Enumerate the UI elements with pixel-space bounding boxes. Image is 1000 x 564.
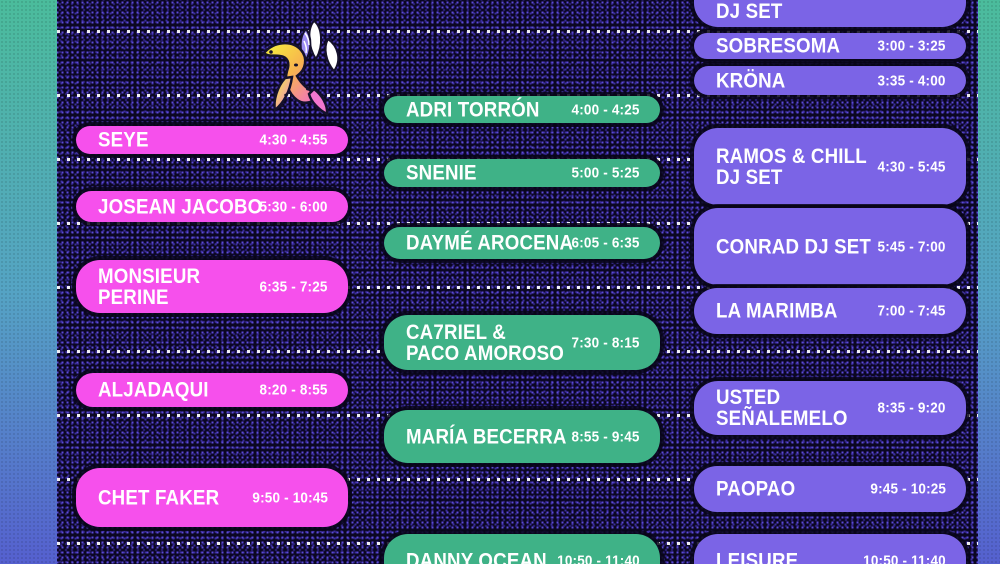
schedule-block[interactable]: LEISURE 10:50 - 11:40 [694,534,966,564]
set-time: 5:00 - 5:25 [571,164,640,182]
festival-bird-logo [257,19,340,116]
artist-name: PAOPAO [716,476,796,501]
artist-name: CONRAD DJ SET [716,234,872,258]
artist-name: MARÍA BECERRA [406,424,567,448]
artist-name: RAMOS & CHILL DJ SET [716,143,867,189]
artist-name: SNENIE [406,160,477,185]
set-time: 3:35 - 4:00 [877,72,946,89]
set-time: 4:00 - 4:25 [571,101,640,118]
set-time: 10:50 - 11:40 [557,552,640,564]
schedule-block[interactable]: DANNY OCEAN 10:50 - 11:40 [384,534,660,564]
schedule-block[interactable]: MARÍA BECERRA 8:55 - 9:45 [384,410,660,463]
schedule-block[interactable]: CHET FAKER 9:50 - 10:45 [76,468,348,527]
set-time: 4:30 - 5:45 [877,158,946,175]
artist-name: DJ SET [716,0,783,23]
artist-name: JOSEAN JACOBO [98,194,263,218]
artist-name: SEYE [98,127,149,152]
schedule-block[interactable]: SOBRESOMA 3:00 - 3:25 [694,33,966,59]
hour-line [57,478,978,481]
artist-name: KRÖNA [716,68,786,92]
set-time: 4:30 - 4:55 [259,131,328,149]
hour-line [57,286,978,289]
schedule-block[interactable]: DAYMÉ AROCENA 6:05 - 6:35 [384,227,660,259]
schedule-block[interactable]: JOSEAN JACOBO 5:30 - 6:00 [76,191,348,222]
schedule-block[interactable]: USTED SEÑALEMELO 8:35 - 9:20 [694,381,966,435]
schedule-block[interactable]: PAOPAO 9:45 - 10:25 [694,466,966,512]
set-time: 6:05 - 6:35 [571,234,640,252]
artist-name: LEISURE [716,548,799,564]
stage-column-1: SEYE 4:30 - 4:55 JOSEAN JACOBO 5:30 - 6:00 M… [76,0,348,564]
stage-column-2: ADRI TORRÓN 4:00 - 4:25 SNENIE 5:00 - 5:25 D… [384,0,660,564]
schedule-block[interactable]: LA MARIMBA 7:00 - 7:45 [694,288,966,334]
schedule-block[interactable]: SEYE 4:30 - 4:55 [76,126,348,154]
artist-name: DAYMÉ AROCENA [406,230,574,255]
set-time: 5:45 - 7:00 [877,238,946,255]
set-time: 8:35 - 9:20 [877,399,946,417]
artist-name: LA MARIMBA [716,298,838,323]
set-time: 9:50 - 10:45 [252,489,328,506]
hour-line [57,222,978,225]
stage-column-3: DJ SET 2:00 - 3:00 SOBRESOMA 3:00 - 3:25 KRÖ… [694,0,966,564]
schedule-block[interactable]: KRÖNA 3:35 - 4:00 [694,66,966,95]
artist-name: USTED SEÑALEMELO [716,385,848,430]
schedule-block[interactable]: ALJADAQUI 8:20 - 8:55 [76,373,348,407]
schedule-block[interactable]: CONRAD DJ SET 5:45 - 7:00 [694,208,966,285]
right-gradient-strip [978,0,1000,564]
set-time: 3:00 - 3:25 [877,37,946,55]
schedule-block[interactable]: DJ SET 2:00 - 3:00 [694,0,966,27]
set-time: 5:30 - 6:00 [259,198,328,215]
set-time: 8:55 - 9:45 [571,428,640,445]
schedule-block[interactable]: ADRI TORRÓN 4:00 - 4:25 [384,96,660,123]
set-time: 7:00 - 7:45 [877,302,946,320]
set-time: 10:50 - 11:40 [863,552,946,564]
set-time: 2:00 - 3:00 [878,0,946,3]
artist-name: ADRI TORRÓN [406,97,540,121]
artist-name: DANNY OCEAN [406,548,547,564]
left-gradient-strip [0,0,57,564]
set-time: 6:35 - 7:25 [259,278,328,295]
artist-name: MONSIEUR PERINE [98,263,201,309]
set-time: 9:45 - 10:25 [870,480,946,498]
hour-line [57,30,978,33]
schedule-block[interactable]: CA7RIEL & PACO AMOROSO 7:30 - 8:15 [384,315,660,370]
set-time: 8:20 - 8:55 [259,381,328,399]
artist-name: SOBRESOMA [716,33,841,58]
artist-name: CHET FAKER [98,485,220,509]
artist-name: CA7RIEL & PACO AMOROSO [406,319,564,365]
set-time: 7:30 - 8:15 [571,334,640,351]
schedule-block[interactable]: RAMOS & CHILL DJ SET 4:30 - 5:45 [694,128,966,205]
hour-line [57,94,978,97]
schedule-block[interactable]: SNENIE 5:00 - 5:25 [384,159,660,187]
artist-name: ALJADAQUI [98,377,209,402]
schedule-block[interactable]: MONSIEUR PERINE 6:35 - 7:25 [76,260,348,313]
